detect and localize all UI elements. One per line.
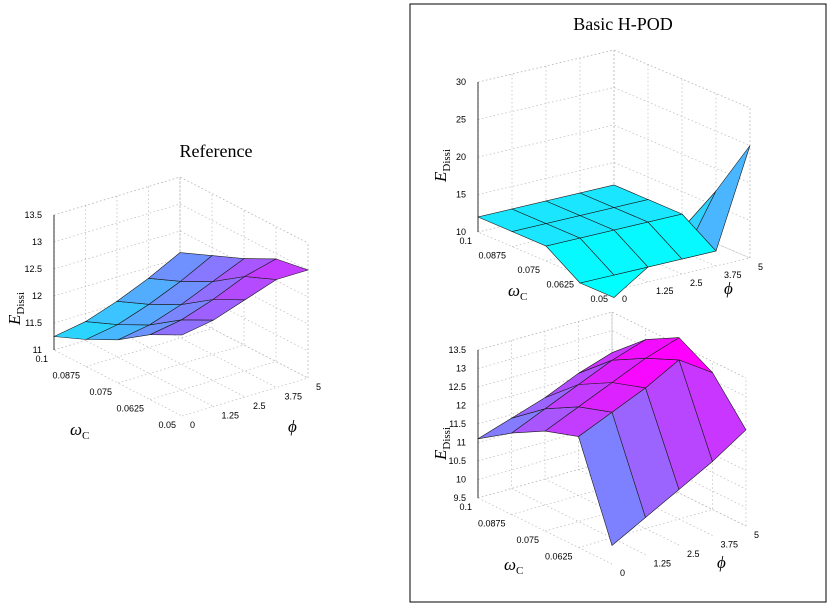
phi-tick-label: 0 xyxy=(622,294,627,304)
chart-title: Basic H-POD xyxy=(573,14,673,34)
omega-tick-label: 0.05 xyxy=(590,294,608,304)
phi-tick-label: 3.75 xyxy=(285,392,303,402)
grid xyxy=(53,176,309,417)
omega-tick-label: 0.1 xyxy=(35,354,48,364)
phi-gridline xyxy=(578,321,713,536)
tick-labels: 9.5 10 10.5 11 11.5 12 12.5 13 13.5 0.1 0.0875 0.07… xyxy=(448,345,759,578)
phi-tick-label: 3.75 xyxy=(724,270,742,280)
z-axis-label: EDissi xyxy=(5,292,27,326)
z-tick-label: 11.5 xyxy=(449,419,466,429)
omega-tick-label: 0.075 xyxy=(517,265,540,275)
surface-patch xyxy=(579,184,649,208)
z-tick-label: 12 xyxy=(456,401,466,411)
z-tick-label: 12.5 xyxy=(24,264,42,274)
box-edge xyxy=(53,176,309,244)
z-tick-label: 12 xyxy=(32,291,42,301)
phi-gridline xyxy=(116,196,246,398)
omega-tick-label: 0.1 xyxy=(459,236,472,246)
z-tick-label: 9.5 xyxy=(453,493,466,503)
z-tick-label: 30 xyxy=(456,77,466,87)
phi-tick-label: 3.75 xyxy=(721,540,739,550)
chart-title: Reference xyxy=(180,141,253,161)
phi-gridline xyxy=(511,340,646,555)
phi-tick-label: 1.25 xyxy=(656,286,674,296)
z-tick-label: 10 xyxy=(456,227,466,237)
phi-tick-label: 5 xyxy=(758,262,763,272)
phi-tick-label: 5 xyxy=(316,382,321,392)
surface xyxy=(52,252,309,341)
phi-gridline xyxy=(179,177,309,379)
omega-tick-label: 0.0875 xyxy=(478,519,506,529)
tick-labels: 11 11.5 12 12.5 13 13.5 0.1 0.0875 0.075 0.0625 0.… xyxy=(24,210,321,430)
z-tick-label: 13 xyxy=(456,364,466,374)
phi-gridline xyxy=(85,205,214,407)
z-tick-label: 15 xyxy=(456,190,466,200)
z-tick-label: 10.5 xyxy=(448,456,466,466)
surface-patch xyxy=(578,339,646,374)
reference-plot: Reference 11 11.5 12 12.5 13 13.5 0.1 0.0875 0.0… xyxy=(5,141,321,442)
hpod-top-plot: Basic H-POD 10 15 20 25 30 0.1 0.0875 0.075 0.06… xyxy=(431,14,763,304)
hpod-panel-frame xyxy=(409,3,827,603)
phi-tick-label: 2.5 xyxy=(687,549,700,559)
z-tick-label: 13 xyxy=(32,237,42,247)
phi-tick-label: 1.25 xyxy=(222,411,240,421)
z-axis-label: EDissi xyxy=(431,149,453,183)
z-tick-label: 11.5 xyxy=(25,318,42,328)
phi-tick-label: 2.5 xyxy=(690,278,703,288)
surface xyxy=(477,145,751,298)
phi-tick-label: 5 xyxy=(754,530,759,540)
omega-tick-label: 0.0625 xyxy=(546,280,574,290)
omega-tick-label: 0.05 xyxy=(158,420,176,430)
z-tick-label: 13.5 xyxy=(24,210,42,220)
z-tick-label: 11 xyxy=(457,438,466,448)
phi-tick-label: 2.5 xyxy=(253,401,266,411)
phi-tick-label: 0 xyxy=(190,420,195,430)
x-axis-label: ωC xyxy=(508,281,527,303)
omega-tick-label: 0.0625 xyxy=(545,552,573,562)
z-tick-label: 10 xyxy=(456,475,466,485)
surface xyxy=(477,337,747,547)
phi-tick-label: 0 xyxy=(620,568,625,578)
z-gridline xyxy=(53,176,309,244)
phi-tick-label: 1.25 xyxy=(654,559,672,569)
omega-tick-label: 0.075 xyxy=(516,535,539,545)
tick-labels: 10 15 20 25 30 0.1 0.0875 0.075 0.0625 0.05 0 1.25 2… xyxy=(456,77,763,304)
z-tick-label: 25 xyxy=(456,115,466,125)
z-tick-label: 11 xyxy=(33,345,42,355)
z-tick-label: 12.5 xyxy=(448,382,466,392)
surface-patch xyxy=(147,252,213,282)
x-axis-label: ωC xyxy=(70,420,89,442)
omega-tick-label: 0.0875 xyxy=(478,251,506,261)
phi-gridline xyxy=(148,186,277,388)
y-axis-label: ϕ xyxy=(288,417,297,436)
y-axis-label: ϕ xyxy=(724,279,733,298)
phi-gridline xyxy=(544,331,680,546)
x-axis-label: ωC xyxy=(504,555,523,577)
omega-tick-label: 0.075 xyxy=(89,387,112,397)
z-gridline xyxy=(477,87,751,146)
y-axis-label: ϕ xyxy=(717,553,726,572)
omega-tick-label: 0.0875 xyxy=(52,371,80,381)
hpod-bottom-plot: 9.5 10 10.5 11 11.5 12 12.5 13 13.5 0.1 0.0875 0.07… xyxy=(431,311,759,578)
omega-tick-label: 0.1 xyxy=(459,502,472,512)
omega-tick-label: 0.0625 xyxy=(116,404,144,414)
z-tick-label: 13.5 xyxy=(448,345,466,355)
z-axis-label: EDissi xyxy=(431,427,453,461)
z-tick-label: 20 xyxy=(456,152,466,162)
